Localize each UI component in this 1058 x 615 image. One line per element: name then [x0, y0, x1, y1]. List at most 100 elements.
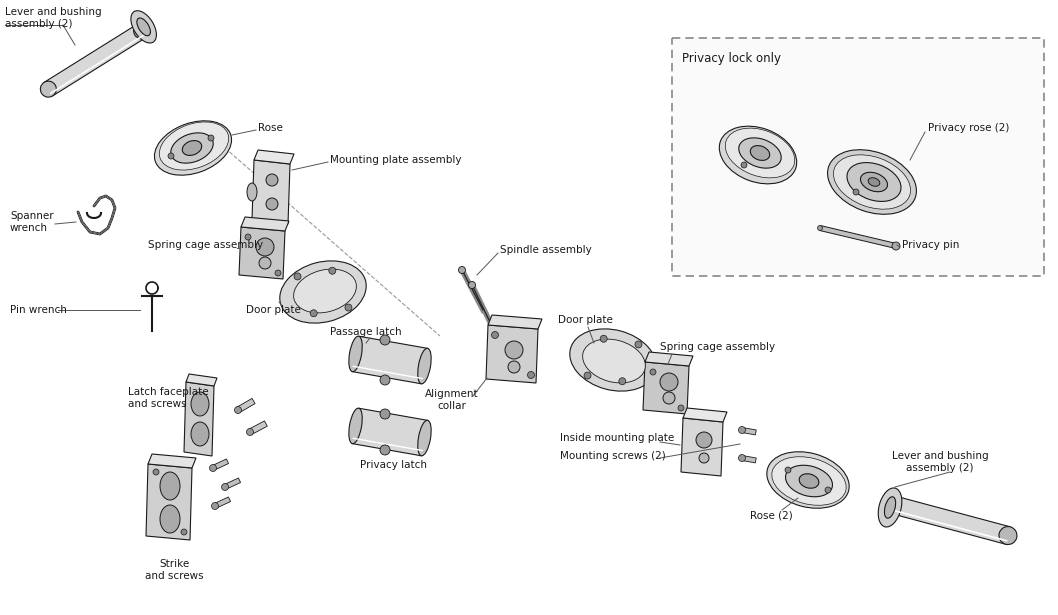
Ellipse shape	[191, 392, 209, 416]
Polygon shape	[212, 459, 229, 470]
Text: Alignment
collar: Alignment collar	[425, 389, 479, 411]
Polygon shape	[146, 464, 191, 540]
Circle shape	[508, 361, 519, 373]
Text: Spring cage assembly: Spring cage assembly	[148, 240, 263, 250]
Circle shape	[266, 174, 278, 186]
Circle shape	[247, 429, 254, 435]
Ellipse shape	[772, 457, 846, 506]
Circle shape	[329, 268, 335, 274]
Ellipse shape	[131, 10, 157, 43]
Ellipse shape	[883, 496, 901, 514]
Text: Inside mounting plate: Inside mounting plate	[560, 433, 674, 443]
Circle shape	[380, 335, 390, 345]
Circle shape	[528, 371, 534, 378]
Ellipse shape	[583, 339, 645, 383]
Circle shape	[738, 454, 746, 461]
Ellipse shape	[884, 497, 896, 518]
Polygon shape	[186, 374, 217, 386]
Ellipse shape	[767, 452, 850, 508]
Ellipse shape	[154, 121, 232, 175]
Polygon shape	[742, 427, 756, 435]
Polygon shape	[237, 399, 255, 413]
Ellipse shape	[40, 81, 56, 97]
Circle shape	[741, 162, 747, 168]
Polygon shape	[252, 160, 290, 224]
Circle shape	[696, 432, 712, 448]
Polygon shape	[254, 150, 294, 164]
Text: Privacy latch: Privacy latch	[360, 460, 427, 470]
Text: Privacy rose (2): Privacy rose (2)	[928, 123, 1009, 133]
Polygon shape	[241, 217, 289, 231]
Text: Door plate: Door plate	[247, 305, 300, 315]
Circle shape	[345, 304, 352, 311]
Text: Door plate: Door plate	[558, 315, 613, 325]
Circle shape	[699, 453, 709, 463]
Circle shape	[208, 135, 214, 141]
Text: Strike
and screws: Strike and screws	[145, 559, 203, 581]
Ellipse shape	[869, 178, 880, 186]
Polygon shape	[352, 336, 427, 384]
Polygon shape	[239, 227, 285, 279]
Text: Spindle assembly: Spindle assembly	[500, 245, 591, 255]
Ellipse shape	[247, 183, 257, 201]
Polygon shape	[249, 421, 268, 435]
Polygon shape	[224, 478, 240, 490]
Text: Spring cage assembly: Spring cage assembly	[660, 342, 776, 352]
Ellipse shape	[349, 336, 362, 371]
Ellipse shape	[294, 269, 357, 313]
Text: Spanner
wrench: Spanner wrench	[10, 211, 54, 233]
Circle shape	[853, 189, 859, 195]
Circle shape	[738, 426, 746, 434]
Circle shape	[221, 483, 229, 491]
Circle shape	[505, 341, 523, 359]
Polygon shape	[488, 315, 542, 329]
Ellipse shape	[785, 465, 833, 497]
Ellipse shape	[750, 146, 770, 161]
Text: Mounting plate assembly: Mounting plate assembly	[330, 155, 461, 165]
Ellipse shape	[860, 172, 888, 192]
Ellipse shape	[279, 261, 366, 323]
Text: Latch faceplate
and screws: Latch faceplate and screws	[128, 387, 208, 409]
Text: Lever and bushing
assembly (2): Lever and bushing assembly (2)	[5, 7, 102, 29]
Circle shape	[256, 238, 274, 256]
Polygon shape	[44, 24, 146, 96]
Ellipse shape	[418, 420, 432, 456]
Circle shape	[818, 226, 822, 231]
Circle shape	[660, 373, 678, 391]
Circle shape	[245, 234, 251, 240]
Text: Privacy lock only: Privacy lock only	[682, 52, 781, 65]
Circle shape	[153, 469, 159, 475]
Ellipse shape	[726, 128, 795, 178]
Ellipse shape	[418, 348, 432, 384]
Circle shape	[892, 242, 900, 250]
Text: Pin wrench: Pin wrench	[10, 305, 67, 315]
Text: Privacy pin: Privacy pin	[902, 240, 960, 250]
Ellipse shape	[349, 408, 362, 443]
Circle shape	[584, 372, 591, 379]
Polygon shape	[890, 496, 1010, 544]
Circle shape	[259, 257, 271, 269]
Ellipse shape	[878, 488, 901, 527]
Polygon shape	[148, 454, 196, 468]
Circle shape	[168, 153, 174, 159]
Polygon shape	[214, 497, 231, 508]
Circle shape	[380, 375, 390, 385]
Circle shape	[785, 467, 791, 473]
FancyBboxPatch shape	[672, 38, 1044, 276]
Circle shape	[310, 310, 317, 317]
Circle shape	[650, 369, 656, 375]
Circle shape	[678, 405, 685, 411]
Polygon shape	[643, 362, 689, 414]
Circle shape	[294, 273, 302, 280]
Circle shape	[635, 341, 642, 348]
Ellipse shape	[182, 141, 202, 156]
Ellipse shape	[133, 23, 149, 39]
Ellipse shape	[799, 474, 819, 488]
Circle shape	[209, 464, 217, 472]
Ellipse shape	[738, 138, 781, 168]
Polygon shape	[486, 325, 539, 383]
Polygon shape	[681, 418, 723, 476]
Circle shape	[663, 392, 675, 404]
Circle shape	[235, 407, 241, 413]
Circle shape	[469, 282, 475, 288]
